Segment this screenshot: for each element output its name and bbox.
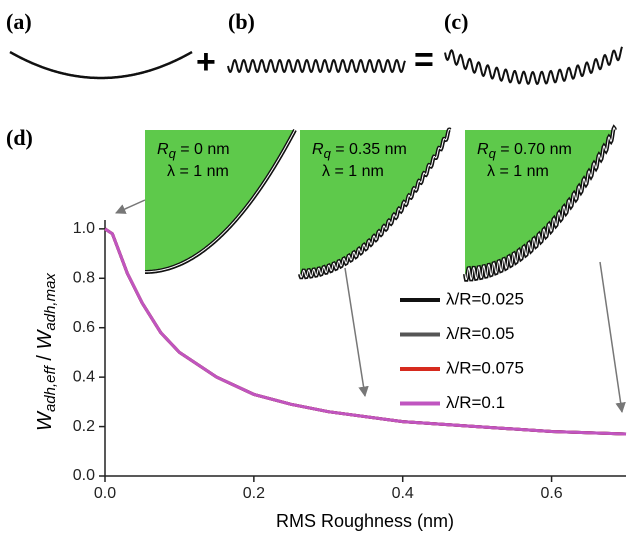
inset-label-part: q [489,146,497,161]
smooth-curve [9,50,193,80]
panel-label: (a) [6,9,32,34]
inset-lambda: λ = 1 nm [487,163,549,180]
arrow [344,267,369,398]
wavy-line [227,59,406,73]
y-axis-label: Wadh,eff / Wadh,max [34,273,59,431]
series-line [104,227,627,436]
x-tick-label: 0.4 [392,485,414,502]
inset-label-part: q [324,146,332,161]
schematics [9,46,623,86]
inset-edge-inner [299,128,451,278]
x-tick-label: 0.6 [540,485,562,502]
x-tick-label: 0.0 [94,485,116,502]
inset-edge-inner [145,129,296,273]
inset-edge-inner [464,126,616,280]
inset-label-part: = 0 nm [176,141,230,158]
legend-label: λ/R=0.05 [446,324,515,343]
plus-sign: + [196,43,216,81]
y-tick-label: 0.8 [73,270,95,287]
rough-curve [444,46,623,86]
inset-surface [145,130,295,272]
panel-label: (b) [228,9,255,34]
y-tick-label: 0.6 [73,319,95,336]
inset-label: Rq = 0 nm [157,141,230,161]
inset-label-part: R [157,141,169,158]
legend-label: λ/R=0.075 [446,358,524,377]
y-axis-label-part: W [34,329,56,350]
arrow [115,199,146,214]
legend-label: λ/R=0.1 [446,393,505,412]
inset-label: Rq = 0.35 nm [312,141,407,161]
panel-label: (d) [6,125,33,150]
y-axis-label-part: adh,max [42,273,59,331]
inset-surface [465,127,615,280]
x-axis-label: RMS Roughness (nm) [276,511,454,531]
y-axis-label-part: W [34,410,56,431]
inset-lambda: λ = 1 nm [167,163,229,180]
insets: Rq = 0 nm λ = 1 nm Rq = 0.35 nm λ = 1 nm Rq … [115,124,626,414]
panel-label: (c) [444,9,468,34]
plot: 0.0 0.2 0.4 0.6 0.8 1.0 0.0 0.2 0.4 0.6 RMS Roughn… [34,220,627,531]
legend-label: λ/R=0.025 [446,289,524,308]
inset-lambda: λ = 1 nm [322,163,384,180]
y-tick-label: 1.0 [73,220,95,237]
equals-sign: = [414,41,434,79]
inset-label-part: q [169,146,177,161]
inset-label: Rq = 0.70 nm [477,141,572,161]
inset-label-part: = 0.70 nm [496,141,572,158]
inset-surface [300,129,450,278]
inset-label-part: = 0.35 nm [331,141,407,158]
x-tick-label: 0.2 [243,485,265,502]
y-axis-label-part: / [34,350,56,367]
y-tick-label: 0.2 [73,418,95,435]
y-tick-label: 0.0 [73,467,95,484]
arrow [599,261,626,414]
inset-label-part: R [477,141,489,158]
y-axis-label-part: adh,eff [42,364,59,412]
y-tick-label: 0.4 [73,368,95,385]
inset-label-part: R [312,141,324,158]
